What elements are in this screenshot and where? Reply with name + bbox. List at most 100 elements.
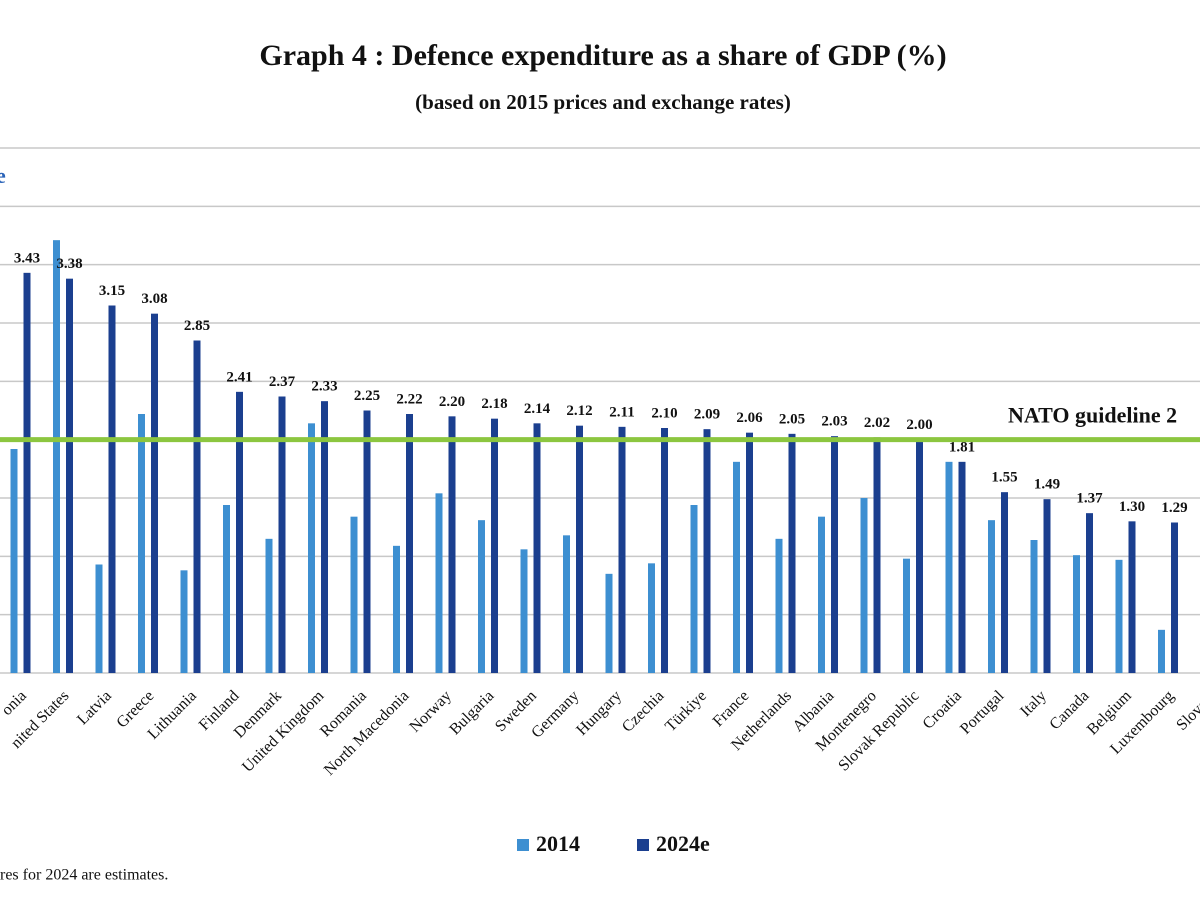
bar [1086,513,1093,673]
x-tick-label: Bulgaria [446,687,497,738]
value-label: 2.41 [226,369,252,385]
value-label: 2.09 [694,407,720,423]
value-label: 1.29 [1161,500,1187,516]
value-label: 2.85 [184,318,210,334]
value-label: 2.22 [396,391,422,407]
corner-text: e [0,163,6,188]
bar [1001,492,1008,673]
x-tick-label: Hungary [573,687,625,739]
x-tick-label: Latvia [74,687,115,728]
bar [648,563,655,673]
bar [916,439,923,673]
reference-label: NATO guideline 2 [1008,403,1177,428]
bar [563,535,570,673]
bar [746,432,753,673]
legend-label: 2024e [656,831,710,856]
bar [265,538,273,673]
value-label: 2.02 [864,415,890,431]
bar [605,573,613,673]
bar [873,437,881,673]
bar [435,493,443,673]
value-label: 2.03 [821,414,847,430]
x-tick-label: Portugal [957,687,1008,738]
value-label: 1.30 [1119,499,1145,515]
bar [53,240,60,673]
bar [308,423,315,673]
value-label: 1.37 [1076,491,1103,507]
bar [108,305,116,673]
value-label: 2.14 [524,401,551,417]
bar [690,505,698,673]
bar [321,401,328,673]
bar [350,516,358,673]
value-label: 2.25 [354,388,380,404]
value-label: 2.11 [609,404,634,420]
bar [393,545,400,673]
value-label: 1.55 [991,470,1017,486]
bar [363,410,371,673]
bar [1115,559,1123,673]
bar [1158,629,1165,673]
value-label: 2.20 [439,394,465,410]
value-label: 3.38 [56,256,82,272]
bar [818,516,825,673]
value-label: 2.12 [566,403,592,419]
chart-title: Graph 4 : Defence expenditure as a share… [259,39,946,72]
bar [520,549,528,673]
value-label: 3.08 [141,291,167,307]
footnote: res for 2024 are estimates. [0,867,168,884]
bar [831,436,838,673]
bar [958,461,966,673]
value-label: 2.33 [311,379,337,395]
value-label: 2.00 [906,417,932,433]
legend-swatch [637,839,649,851]
x-tick-label: Italy [1017,687,1050,720]
bar [10,449,18,673]
bar [66,278,73,673]
bar [860,498,868,673]
bar [661,428,668,673]
value-label: 3.43 [14,250,40,266]
bar [903,558,910,673]
bar [618,426,626,673]
bar [193,340,201,673]
x-tick-label: Germany [528,687,582,741]
bar [1073,555,1080,673]
value-label: 1.81 [949,439,975,455]
bar [945,461,953,673]
bar [533,423,541,673]
bar [1128,521,1136,673]
bar [576,425,583,673]
value-label: 2.37 [269,374,296,390]
bar [138,414,145,673]
legend-swatch [517,839,529,851]
x-tick-label: Czechia [619,687,667,735]
bar [988,520,995,673]
bar [223,505,230,673]
bar [775,538,783,673]
x-tick-label: Türkiye [662,687,710,735]
x-tick-label: Sloveni [1173,687,1200,734]
bar [1030,540,1038,673]
bar [23,272,31,673]
value-label: 2.18 [481,396,507,412]
value-label: 3.15 [99,283,125,299]
bar [703,429,711,673]
chart-subtitle: (based on 2015 prices and exchange rates… [415,90,791,114]
bar [788,433,796,673]
bar [1171,522,1178,673]
bar [406,414,413,673]
bar [151,313,158,673]
bar [478,520,485,673]
value-label: 2.10 [651,405,677,421]
bar [1043,499,1051,673]
bar [278,396,286,673]
bar [180,570,188,673]
bar [236,391,243,673]
bar [448,416,456,673]
bar [733,461,740,673]
value-label: 2.05 [779,411,805,427]
value-label: 2.06 [736,410,763,426]
